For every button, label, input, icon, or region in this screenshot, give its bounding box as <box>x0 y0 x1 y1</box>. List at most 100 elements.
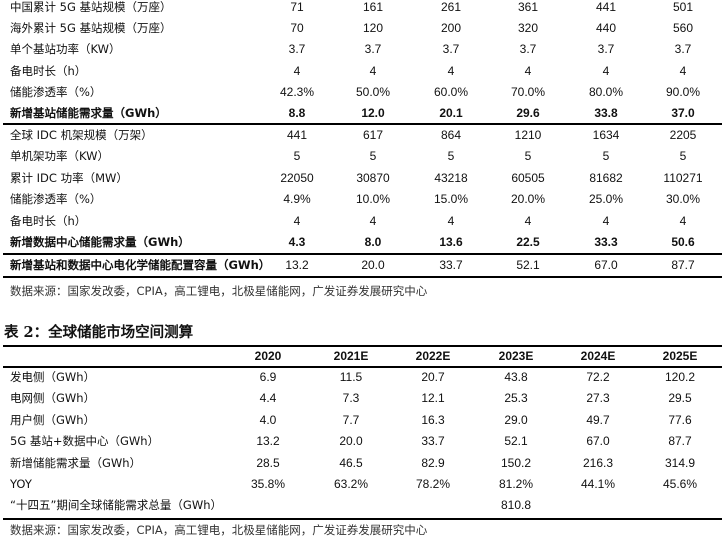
cell-value: 3.7 <box>597 42 615 57</box>
cell-value: 4 <box>369 63 377 78</box>
cell-value: 33.3 <box>594 234 618 249</box>
cell-value: 120 <box>362 20 384 35</box>
cell-value: 13.6 <box>439 234 463 249</box>
cell-value: 5 <box>679 149 687 164</box>
row-label: 5G 基站+数据中心（GWh） <box>10 434 160 449</box>
cell-value: 1210 <box>514 128 542 142</box>
table-row: 中国累计 5G 基站规模（万座） 71 161 261 361 441 501 <box>0 0 722 18</box>
row-label: 电网侧（GWh） <box>10 391 96 406</box>
cell-value: 45.6% <box>662 476 698 491</box>
table-row: 新增数据中心储能需求量（GWh） 4.3 8.0 13.6 22.5 33.3 50.6 <box>0 232 722 253</box>
cell-value: 20.1 <box>439 106 463 121</box>
cell-value: 29.6 <box>516 106 540 121</box>
table-row: 新增基站储能需求量（GWh） 8.8 12.0 20.1 29.6 33.8 37.0 <box>0 103 722 124</box>
cell-value: 43218 <box>434 170 468 185</box>
cell-value: 441 <box>595 0 617 14</box>
cell-value: 22050 <box>280 170 314 185</box>
divider <box>3 123 722 125</box>
cell-value: 4 <box>447 213 455 228</box>
cell-value: 3.7 <box>364 42 382 57</box>
cell-value: 82.9 <box>421 455 445 470</box>
cell-value: 29.0 <box>504 412 528 427</box>
cell-value: 810.8 <box>500 498 532 513</box>
row-label: 发电侧（GWh） <box>10 370 96 384</box>
cell-value: 33.7 <box>421 434 445 449</box>
table-row: 备电时长（h） 4 4 4 4 4 4 <box>0 61 722 82</box>
table-row: 单机架功率（KW） 5 5 5 5 5 5 <box>0 146 722 167</box>
row-label: 新增基站储能需求量（GWh） <box>10 106 167 121</box>
cell-value: 81.2% <box>498 476 534 491</box>
table2-header: 2020 2021E 2022E 2023E 2024E 2025E <box>0 346 722 367</box>
cell-value: 13.2 <box>256 434 280 449</box>
table-row: 新增基站和数据中心电化学储能配置容量（GWh） 13.2 20.0 33.7 52.1 6… <box>0 255 722 276</box>
table-row: 用户侧（GWh） 4.0 7.7 16.3 29.0 49.7 77.6 <box>0 410 722 431</box>
cell-value: 27.3 <box>586 391 610 406</box>
table-row: 新增储能需求量（GWh） 28.5 46.5 82.9 150.2 216.3 314.9 <box>0 453 722 474</box>
cell-value: 617 <box>362 128 384 142</box>
cell-value: 67.0 <box>586 434 610 449</box>
cell-value: 33.8 <box>594 106 618 121</box>
table1-section-total: 新增基站和数据中心电化学储能配置容量（GWh） 13.2 20.0 33.7 52.1 6… <box>0 255 722 276</box>
cell-value: 20.0% <box>510 192 546 207</box>
cell-value: 864 <box>440 128 462 142</box>
row-label: 新增数据中心储能需求量（GWh） <box>10 234 190 249</box>
row-label: 海外累计 5G 基站规模（万座） <box>10 20 172 35</box>
row-label: 备电时长（h） <box>10 63 87 78</box>
cell-value: 110271 <box>663 170 703 185</box>
row-label: 新增基站和数据中心电化学储能配置容量（GWh） <box>10 258 271 272</box>
cell-value: 52.1 <box>504 434 528 449</box>
cell-value: 150.2 <box>500 455 532 470</box>
divider <box>3 276 722 278</box>
cell-value: 3.7 <box>442 42 460 57</box>
column-header: 2022E <box>415 349 451 363</box>
table1-section-idc: 全球 IDC 机架规模（万架） 441 617 864 1210 1634 2205 单机架功… <box>0 125 722 253</box>
cell-value: 8.8 <box>288 106 306 121</box>
cell-value: 80.0% <box>588 85 624 100</box>
cell-value: 161 <box>362 0 384 14</box>
row-label: 储能渗透率（%） <box>10 85 102 100</box>
cell-value: 4 <box>602 213 610 228</box>
cell-value: 87.7 <box>671 258 695 272</box>
cell-value: 4 <box>447 63 455 78</box>
row-label: “十四五”期间全球储能需求总量（GWh） <box>10 498 222 513</box>
table-row: 5G 基站+数据中心（GWh） 13.2 20.0 33.7 52.1 67.0 87.7 <box>0 431 722 452</box>
cell-value: 4.3 <box>288 234 306 249</box>
table-row: 单个基站功率（KW） 3.7 3.7 3.7 3.7 3.7 3.7 <box>0 39 722 60</box>
cell-value: 71 <box>290 0 304 14</box>
cell-value: 33.7 <box>439 258 463 272</box>
header-row: 2020 2021E 2022E 2023E 2024E 2025E <box>0 346 722 367</box>
row-label: 储能渗透率（%） <box>10 192 102 207</box>
table-row: “十四五”期间全球储能需求总量（GWh） 810.8 <box>0 495 722 516</box>
cell-value: 120.2 <box>664 370 696 384</box>
cell-value: 5 <box>293 149 301 164</box>
cell-value: 37.0 <box>671 106 695 121</box>
row-label: 单个基站功率（KW） <box>10 42 121 57</box>
cell-value: 35.8% <box>250 476 286 491</box>
table-row: 备电时长（h） 4 4 4 4 4 4 <box>0 211 722 232</box>
cell-value: 63.2% <box>333 476 369 491</box>
cell-value: 320 <box>517 20 539 35</box>
cell-value: 81682 <box>589 170 623 185</box>
cell-value: 441 <box>286 128 308 142</box>
cell-value: 4 <box>369 213 377 228</box>
cell-value: 50.0% <box>355 85 391 100</box>
cell-value: 78.2% <box>415 476 451 491</box>
cell-value: 4 <box>679 213 687 228</box>
cell-value: 5 <box>369 149 377 164</box>
cell-value: 25.0% <box>588 192 624 207</box>
row-label: 全球 IDC 机架规模（万架） <box>10 128 153 142</box>
table-row: 全球 IDC 机架规模（万架） 441 617 864 1210 1634 2205 <box>0 125 722 146</box>
row-label: 中国累计 5G 基站规模（万座） <box>10 0 172 14</box>
row-label: 单机架功率（KW） <box>10 149 110 164</box>
cell-value: 5 <box>447 149 455 164</box>
cell-value: 501 <box>672 0 694 14</box>
cell-value: 11.5 <box>339 370 363 384</box>
divider <box>3 366 722 368</box>
cell-value: 5 <box>524 149 532 164</box>
column-header: 2021E <box>333 349 369 363</box>
cell-value: 43.8 <box>504 370 528 384</box>
row-label: 用户侧（GWh） <box>10 412 96 427</box>
cell-value: 50.6 <box>671 234 695 249</box>
cell-value: 52.1 <box>516 258 540 272</box>
cell-value: 30.0% <box>665 192 701 207</box>
